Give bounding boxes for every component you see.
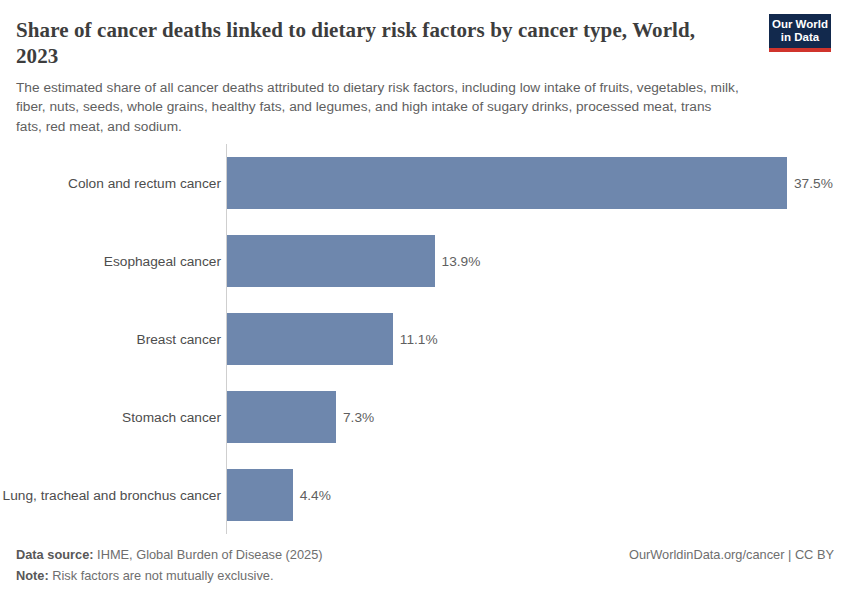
credit-link[interactable]: OurWorldinData.org/cancer | CC BY [629, 544, 834, 565]
chart-subtitle: The estimated share of all cancer deaths… [16, 78, 740, 136]
chart-header: Share of cancer deaths linked to dietary… [16, 0, 740, 150]
value-label: 37.5% [794, 176, 833, 191]
entity-label: Stomach cancer [0, 410, 226, 425]
plot-area: 7.3% [226, 378, 850, 456]
data-source-label: Data source: [16, 547, 94, 562]
plot-area: 37.5% [226, 144, 850, 222]
value-label: 13.9% [442, 254, 481, 269]
plot-area: 11.1% [226, 300, 850, 378]
value-label: 7.3% [343, 410, 374, 425]
entity-label: Esophageal cancer [0, 254, 226, 269]
value-label: 4.4% [300, 488, 331, 503]
owid-chart-page: Share of cancer deaths linked to dietary… [0, 0, 850, 600]
bar[interactable] [227, 313, 393, 365]
note-text: Risk factors are not mutually exclusive. [52, 568, 273, 583]
owid-logo-line2: in Data [769, 31, 831, 45]
bar-row: Lung, tracheal and bronchus cancer 4.4% [0, 456, 850, 534]
note-label: Note: [16, 568, 49, 583]
bar[interactable] [227, 469, 293, 521]
note-line: Note: Risk factors are not mutually excl… [16, 565, 323, 586]
value-label: 11.1% [400, 332, 438, 347]
bar-row: Esophageal cancer 13.9% [0, 222, 850, 300]
bar[interactable] [227, 391, 336, 443]
plot-area: 4.4% [226, 456, 850, 534]
plot-area: 13.9% [226, 222, 850, 300]
owid-logo-line1: Our World [769, 18, 831, 32]
data-source-text: IHME, Global Burden of Disease (2025) [97, 547, 322, 562]
data-source-line: Data source: IHME, Global Burden of Dise… [16, 544, 323, 565]
chart-footer: Data source: IHME, Global Burden of Dise… [16, 544, 834, 586]
bar-row: Colon and rectum cancer 37.5% [0, 144, 850, 222]
bar-row: Stomach cancer 7.3% [0, 378, 850, 456]
footer-notes: Data source: IHME, Global Burden of Dise… [16, 544, 323, 586]
bar-chart: Colon and rectum cancer 37.5% Esophageal… [0, 144, 850, 534]
entity-label: Lung, tracheal and bronchus cancer [0, 488, 226, 503]
bar-row: Breast cancer 11.1% [0, 300, 850, 378]
entity-label: Colon and rectum cancer [0, 176, 226, 191]
chart-title: Share of cancer deaths linked to dietary… [16, 17, 740, 69]
bar[interactable] [227, 157, 787, 209]
owid-logo[interactable]: Our World in Data [769, 14, 831, 52]
bar[interactable] [227, 235, 435, 287]
entity-label: Breast cancer [0, 332, 226, 347]
